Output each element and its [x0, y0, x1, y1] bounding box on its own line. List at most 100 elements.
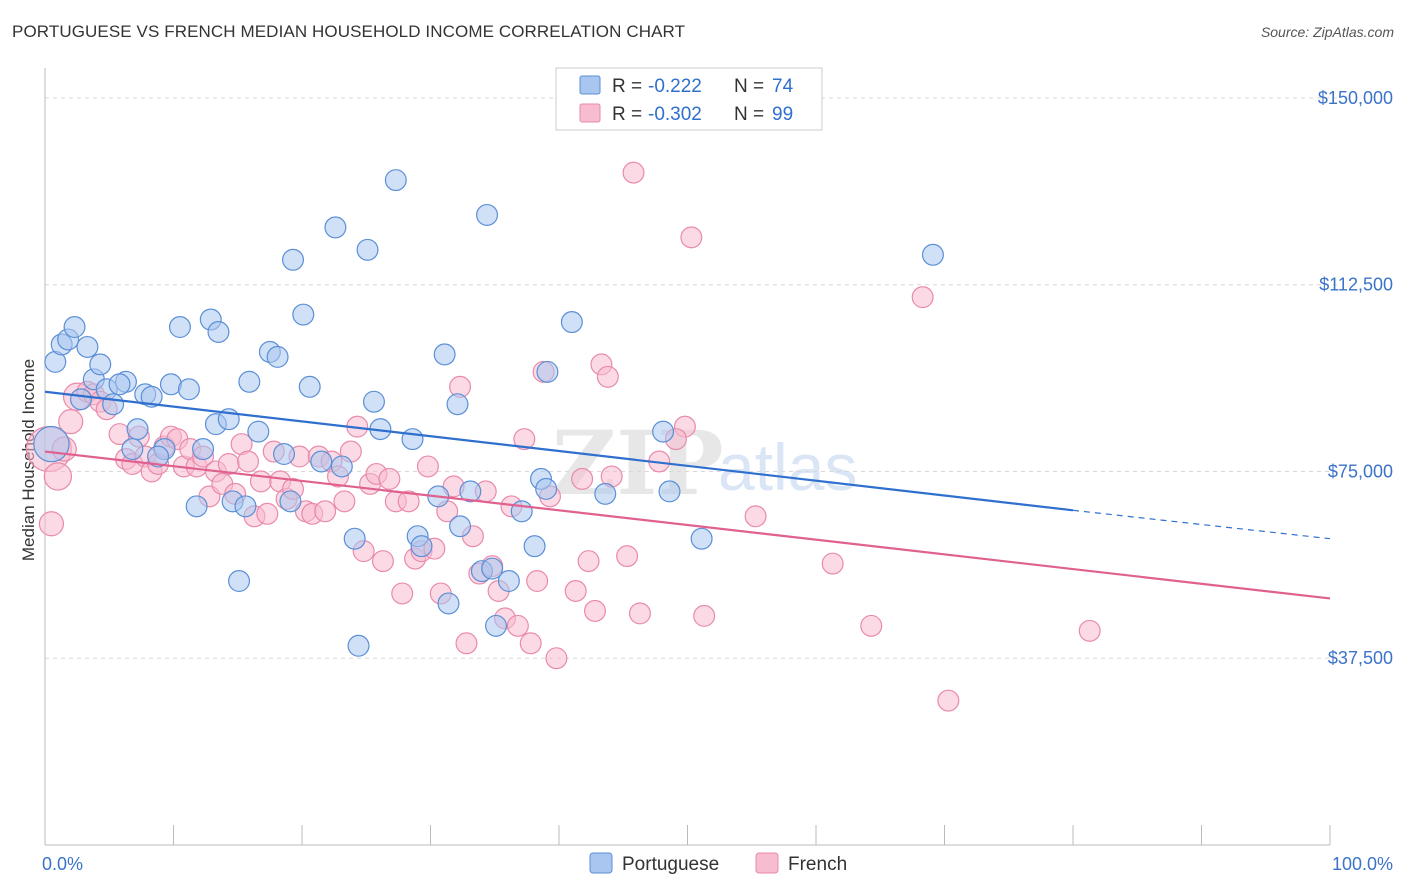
portuguese-point	[108, 373, 131, 396]
portuguese-trend-extension	[1072, 509, 1331, 540]
portuguese-point	[347, 634, 370, 657]
portuguese-point	[535, 477, 558, 500]
french-point	[519, 632, 542, 655]
y-axis-label: Median Household Income	[19, 359, 38, 561]
portuguese-point	[594, 482, 617, 505]
portuguese-point	[330, 455, 353, 478]
french-point	[680, 226, 703, 249]
bottom-legend-swatch-portuguese	[589, 852, 613, 874]
portuguese-point	[279, 490, 302, 513]
french-point	[937, 689, 960, 712]
portuguese-points	[33, 169, 944, 657]
bottom-legend-swatch-french	[755, 852, 779, 874]
portuguese-point	[446, 393, 469, 416]
watermark-atlas: atlas	[718, 430, 857, 504]
french-point	[911, 286, 934, 309]
portuguese-point	[247, 420, 270, 443]
watermark-zip: ZIP	[552, 411, 724, 515]
x-tick-labels: 0.0% 100.0%	[42, 854, 1393, 874]
portuguese-point	[459, 480, 482, 503]
portuguese-point	[69, 388, 92, 411]
portuguese-point	[343, 527, 366, 550]
french-point	[596, 365, 619, 388]
french-point	[545, 647, 568, 670]
french-point	[577, 550, 600, 573]
legend-n-value-1: 74	[772, 76, 794, 97]
portuguese-point	[437, 592, 460, 615]
french-point	[455, 632, 478, 655]
french-point	[38, 511, 65, 537]
french-point	[628, 602, 651, 625]
portuguese-point	[324, 216, 347, 239]
y-tick-label: $75,000	[1328, 461, 1393, 481]
french-point	[237, 450, 260, 473]
portuguese-point	[449, 515, 472, 538]
legend-n-label-2: N =	[734, 104, 764, 125]
correlation-legend: R = -0.222 N = 74 R = -0.302 N = 99	[555, 67, 823, 131]
portuguese-point	[658, 480, 681, 503]
x-tick-label: 0.0%	[42, 854, 83, 874]
portuguese-point	[177, 378, 200, 401]
portuguese-point	[168, 316, 191, 339]
portuguese-point	[140, 385, 163, 408]
legend-n-value-2: 99	[772, 104, 793, 125]
portuguese-point	[121, 438, 144, 461]
portuguese-point	[282, 248, 305, 271]
portuguese-point	[234, 495, 257, 518]
french-points	[25, 161, 1101, 712]
portuguese-point	[485, 614, 508, 637]
portuguese-point	[89, 353, 112, 376]
french-point	[506, 614, 529, 637]
portuguese-point	[362, 390, 385, 413]
french-point	[314, 500, 337, 523]
portuguese-point	[192, 438, 215, 461]
portuguese-point	[147, 445, 170, 468]
portuguese-point	[510, 500, 533, 523]
y-tick-label: $150,000	[1318, 88, 1393, 108]
french-point	[391, 582, 414, 605]
french-point	[513, 428, 536, 451]
portuguese-point	[560, 311, 583, 334]
portuguese-point	[33, 425, 70, 463]
y-tick-label: $112,500	[1319, 275, 1393, 295]
portuguese-point	[126, 418, 149, 441]
french-point	[583, 599, 606, 622]
french-point	[821, 552, 844, 575]
french-point	[333, 490, 356, 513]
french-point	[1078, 619, 1101, 642]
portuguese-point	[63, 316, 86, 339]
portuguese-point	[497, 570, 520, 593]
portuguese-point	[292, 303, 315, 326]
french-point	[571, 467, 594, 490]
chart-title: PORTUGUESE VS FRENCH MEDIAN HOUSEHOLD IN…	[12, 22, 686, 41]
french-point	[416, 455, 439, 478]
portuguese-point	[476, 203, 499, 226]
portuguese-point	[228, 570, 251, 593]
french-point	[43, 462, 73, 491]
french-point	[622, 161, 645, 184]
portuguese-point	[652, 420, 675, 443]
portuguese-point	[266, 345, 289, 368]
legend-r-label-1: R =	[612, 76, 642, 97]
french-point	[693, 604, 716, 627]
portuguese-point	[401, 428, 424, 451]
legend-swatch-portuguese	[579, 75, 601, 95]
portuguese-point	[102, 393, 125, 416]
french-point	[564, 579, 587, 602]
bottom-legend-label-french: French	[788, 854, 847, 875]
portuguese-point	[238, 370, 261, 393]
legend-swatch-french	[579, 103, 601, 123]
portuguese-point	[384, 169, 407, 192]
french-point	[860, 614, 883, 637]
french-trend-line	[44, 450, 1331, 600]
french-point	[744, 505, 767, 528]
portuguese-point	[310, 450, 333, 473]
portuguese-point	[273, 443, 296, 466]
french-point	[616, 545, 639, 568]
portuguese-point	[921, 243, 944, 266]
portuguese-point	[76, 335, 99, 358]
x-tick-label: 100.0%	[1332, 854, 1393, 874]
french-point	[371, 550, 394, 573]
portuguese-trend-line	[44, 390, 1074, 512]
